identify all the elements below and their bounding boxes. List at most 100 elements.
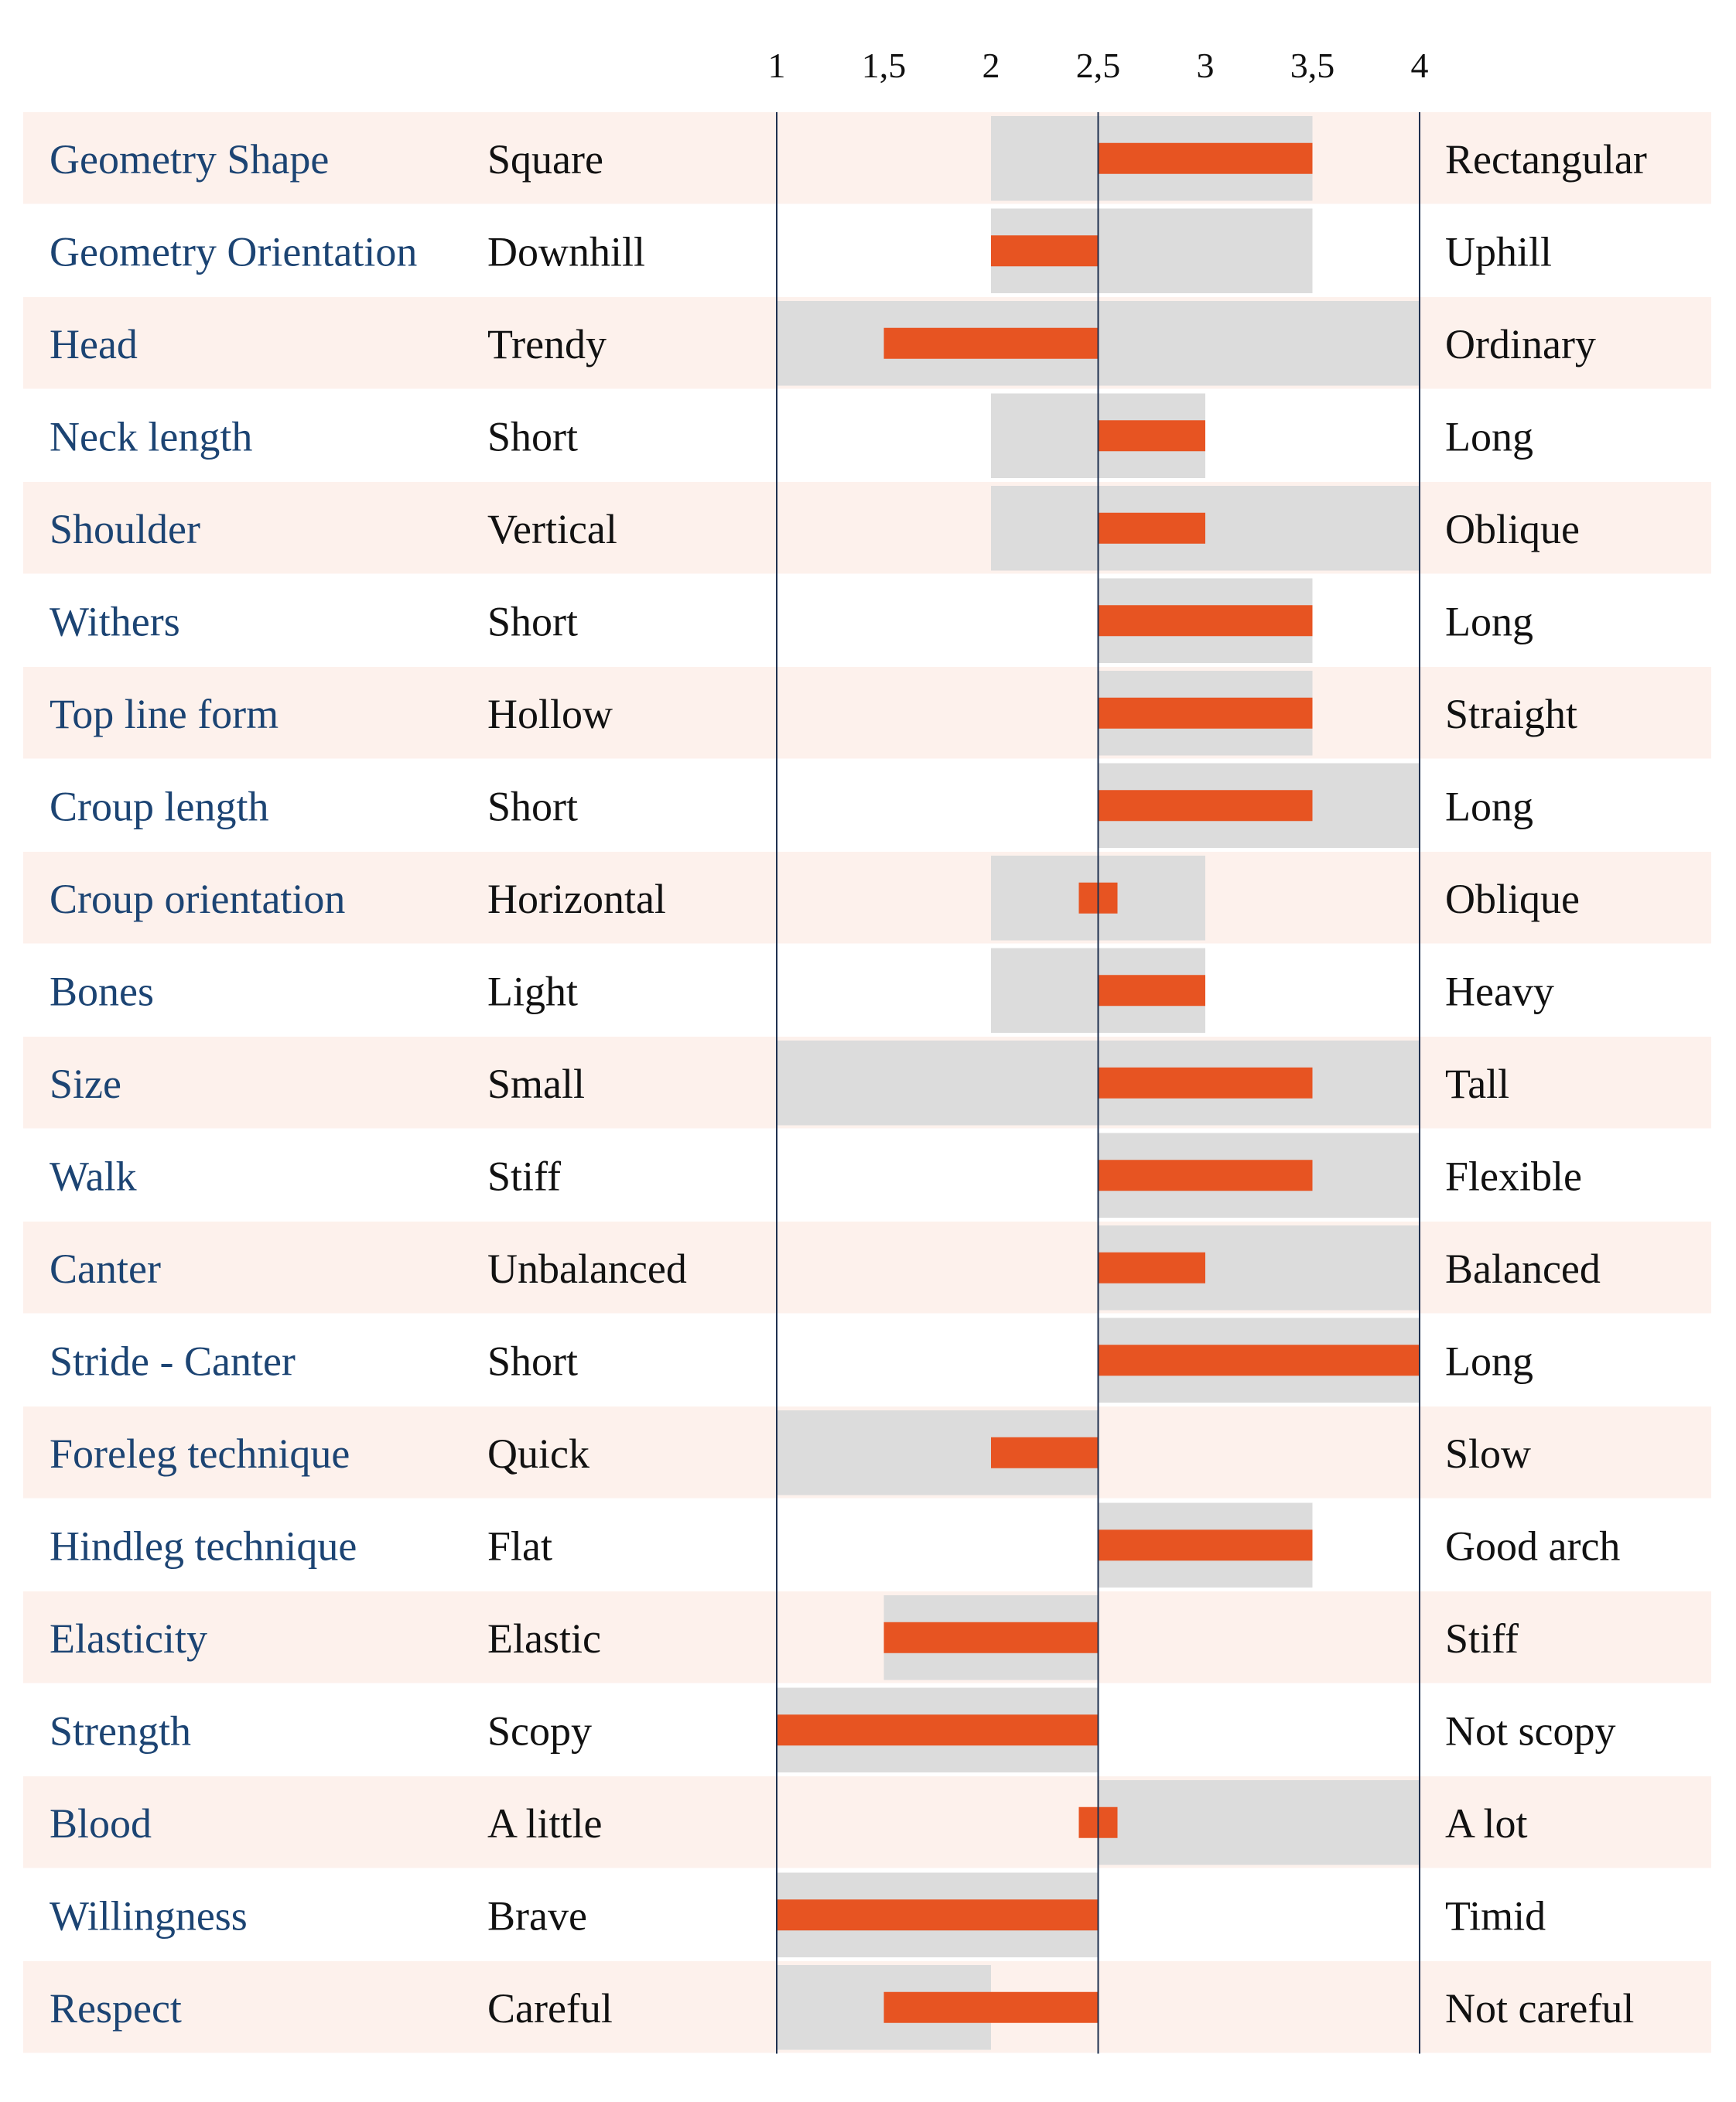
trait-label: Strength: [50, 1707, 191, 1754]
row-stripe: [23, 482, 1711, 574]
value-bar: [883, 327, 1099, 359]
value-bar: [1098, 142, 1313, 174]
value-bar: [991, 1437, 1099, 1468]
low-pole-label: Elastic: [487, 1615, 601, 1662]
low-pole-label: Flat: [487, 1523, 552, 1569]
trait-label: Elasticity: [50, 1615, 207, 1662]
high-pole-label: Rectangular: [1445, 136, 1647, 183]
value-bar: [1098, 1067, 1313, 1099]
x-tick-label: 2,5: [1076, 46, 1121, 85]
high-pole-label: Long: [1445, 783, 1533, 829]
trait-label: Bones: [50, 968, 154, 1014]
low-pole-label: Horizontal: [487, 876, 666, 922]
high-pole-label: Balanced: [1445, 1246, 1601, 1292]
high-pole-label: Flexible: [1445, 1153, 1582, 1199]
high-pole-label: Long: [1445, 413, 1533, 460]
value-bar: [1098, 420, 1205, 452]
trait-label: Croup length: [50, 783, 268, 829]
low-pole-label: Square: [487, 136, 603, 183]
value-bar: [1098, 790, 1313, 822]
value-bar: [1098, 1345, 1420, 1376]
high-pole-label: Good arch: [1445, 1523, 1620, 1569]
x-tick-label: 3,5: [1290, 46, 1335, 85]
trait-label: Hindleg technique: [50, 1523, 357, 1569]
row-stripe: [23, 667, 1711, 759]
row-stripe: [23, 112, 1711, 204]
low-pole-label: A little: [487, 1800, 603, 1847]
trait-label: Size: [50, 1061, 121, 1107]
high-pole-label: Oblique: [1445, 876, 1580, 922]
trait-label: Geometry Shape: [50, 136, 329, 183]
low-pole-label: Small: [487, 1061, 585, 1107]
value-bar: [883, 1622, 1099, 1653]
x-tick-label: 1: [768, 46, 786, 85]
low-pole-label: Unbalanced: [487, 1246, 687, 1292]
row-stripe: [23, 1591, 1711, 1683]
value-bar: [1098, 605, 1313, 637]
low-pole-label: Scopy: [487, 1707, 592, 1754]
high-pole-label: Slow: [1445, 1430, 1531, 1477]
high-pole-label: Not careful: [1445, 1985, 1634, 2032]
low-pole-label: Short: [487, 783, 578, 829]
x-axis-ticks: 1 1,5 2 2,5 3 3,5 4: [768, 46, 1429, 85]
trait-label: Neck length: [50, 413, 252, 460]
row-stripe: [23, 1776, 1711, 1868]
value-bars: [777, 142, 1420, 2023]
x-tick-label: 1,5: [862, 46, 907, 85]
high-pole-label: Straight: [1445, 691, 1577, 737]
trait-label: Withers: [50, 598, 180, 644]
value-bar: [1098, 975, 1205, 1007]
row-labels: Geometry Shape Square Rectangular Geometry …: [50, 136, 1647, 2032]
trait-label: Canter: [50, 1246, 161, 1292]
low-pole-label: Brave: [487, 1892, 587, 1939]
trait-label: Shoulder: [50, 506, 200, 552]
low-pole-label: Quick: [487, 1430, 589, 1477]
value-bar: [1098, 512, 1205, 544]
high-pole-label: Oblique: [1445, 506, 1580, 552]
high-pole-label: Long: [1445, 598, 1533, 644]
low-pole-label: Light: [487, 968, 578, 1014]
high-pole-label: Long: [1445, 1338, 1533, 1384]
value-bar: [777, 1899, 1099, 1931]
low-pole-label: Trendy: [487, 321, 607, 367]
row-stripe: [23, 1222, 1711, 1314]
low-pole-label: Hollow: [487, 691, 613, 737]
trait-label: Blood: [50, 1800, 152, 1847]
trait-label: Croup orientation: [50, 876, 345, 922]
range-band: [1098, 1780, 1420, 1865]
low-pole-label: Careful: [487, 1985, 613, 2032]
value-bar: [1098, 1252, 1205, 1283]
high-pole-label: Heavy: [1445, 968, 1554, 1014]
trait-label: Geometry Orientation: [50, 228, 417, 275]
value-bar: [777, 1714, 1099, 1746]
value-bar: [883, 1991, 1099, 2023]
high-pole-label: A lot: [1445, 1800, 1528, 1847]
low-pole-label: Short: [487, 1338, 578, 1384]
x-tick-label: 3: [1197, 46, 1215, 85]
high-pole-label: Timid: [1445, 1892, 1546, 1939]
trait-label: Respect: [50, 1985, 182, 2032]
low-pole-label: Downhill: [487, 228, 645, 275]
row-stripe: [23, 852, 1711, 944]
axis-lines: [776, 112, 1420, 2054]
trait-label: Walk: [50, 1153, 137, 1199]
x-tick-label: 2: [982, 46, 1000, 85]
value-bar: [1098, 697, 1313, 729]
low-pole-label: Short: [487, 598, 578, 644]
trait-label: Head: [50, 321, 138, 367]
high-pole-label: Ordinary: [1445, 321, 1596, 367]
low-pole-label: Stiff: [487, 1153, 561, 1199]
high-pole-label: Tall: [1445, 1061, 1509, 1107]
value-bar: [1098, 1160, 1313, 1191]
trait-label: Stride - Canter: [50, 1338, 296, 1384]
high-pole-label: Uphill: [1445, 228, 1552, 275]
trait-label: Willingness: [50, 1892, 248, 1939]
value-bar: [991, 235, 1099, 267]
low-pole-label: Vertical: [487, 506, 617, 552]
high-pole-label: Stiff: [1445, 1615, 1519, 1662]
trait-label: Foreleg technique: [50, 1430, 350, 1477]
x-tick-label: 4: [1411, 46, 1429, 85]
high-pole-label: Not scopy: [1445, 1707, 1615, 1754]
low-pole-label: Short: [487, 413, 578, 460]
